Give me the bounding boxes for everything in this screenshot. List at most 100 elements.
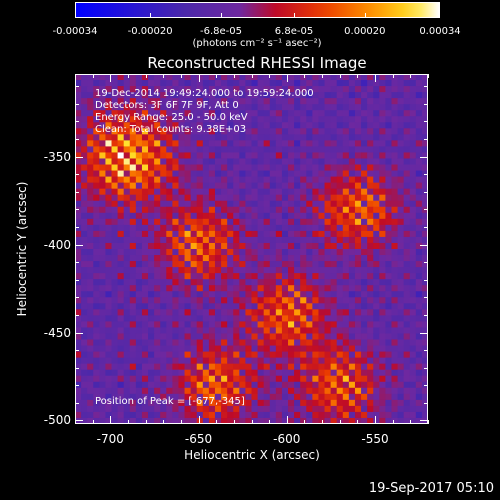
heatmap-pixel xyxy=(105,363,113,371)
heatmap-pixel xyxy=(81,351,88,359)
heatmap-pixel xyxy=(342,98,350,105)
heatmap-pixel xyxy=(196,339,204,347)
heatmap-pixel xyxy=(141,188,149,196)
heatmap-pixel xyxy=(409,321,417,328)
heatmap-pixel xyxy=(154,146,161,153)
tick-mark xyxy=(410,74,412,78)
heatmap-pixel xyxy=(324,188,332,196)
heatmap-pixel xyxy=(117,387,125,395)
heatmap-pixel xyxy=(214,146,222,153)
heatmap-pixel xyxy=(288,188,295,196)
heatmap-pixel xyxy=(342,387,350,395)
heatmap-pixel xyxy=(221,104,228,111)
heatmap-pixel xyxy=(251,146,259,153)
colorbar-tick xyxy=(150,13,152,18)
heatmap-pixel xyxy=(342,375,350,383)
heatmap-pixel xyxy=(214,279,222,286)
heatmap-pixel xyxy=(269,363,277,371)
heatmap-pixel xyxy=(324,92,332,99)
heatmap-pixel xyxy=(251,128,259,135)
heatmap-pixel xyxy=(403,381,411,389)
heatmap-pixel xyxy=(123,345,131,353)
heatmap-pixel xyxy=(330,98,338,105)
heatmap-pixel xyxy=(336,369,344,377)
heatmap-pixel xyxy=(421,255,428,262)
heatmap-pixel xyxy=(312,200,319,208)
heatmap-pixel xyxy=(141,297,149,304)
heatmap-pixel xyxy=(312,291,319,298)
heatmap-pixel xyxy=(263,170,271,178)
heatmap-pixel xyxy=(361,194,368,202)
heatmap-pixel xyxy=(214,236,222,244)
tick-mark xyxy=(286,420,288,424)
heatmap-pixel xyxy=(239,285,246,292)
heatmap-pixel xyxy=(403,321,411,328)
heatmap-pixel xyxy=(202,291,210,298)
heatmap-pixel xyxy=(129,273,137,280)
heatmap-pixel xyxy=(306,170,313,178)
heatmap-pixel xyxy=(361,110,368,117)
heatmap-pixel xyxy=(184,134,192,141)
heatmap-pixel xyxy=(312,357,319,365)
heatmap-pixel xyxy=(257,285,265,292)
heatmap-pixel xyxy=(196,200,204,208)
heatmap-pixel xyxy=(306,255,313,262)
tick-mark xyxy=(251,74,253,78)
heatmap-pixel xyxy=(397,267,405,274)
heatmap-pixel xyxy=(75,194,82,202)
heatmap-pixel xyxy=(93,273,100,280)
heatmap-pixel xyxy=(87,315,94,322)
heatmap-pixel xyxy=(184,315,192,322)
heatmap-pixel xyxy=(93,98,100,105)
heatmap-pixel xyxy=(342,236,350,244)
heatmap-pixel xyxy=(281,128,289,135)
heatmap-pixel xyxy=(336,98,344,105)
heatmap-pixel xyxy=(318,303,326,310)
heatmap-pixel xyxy=(373,357,380,365)
heatmap-pixel xyxy=(239,134,246,141)
heatmap-pixel xyxy=(397,104,405,111)
heatmap-pixel xyxy=(367,285,374,292)
heatmap-pixel xyxy=(415,170,423,178)
heatmap-pixel xyxy=(148,333,155,341)
heatmap-pixel xyxy=(184,399,192,407)
heatmap-pixel xyxy=(403,399,411,407)
heatmap-pixel xyxy=(111,255,119,262)
heatmap-pixel xyxy=(160,194,167,202)
heatmap-pixel xyxy=(81,194,88,202)
heatmap-pixel xyxy=(221,315,228,322)
heatmap-pixel xyxy=(245,321,252,328)
heatmap-pixel xyxy=(409,152,417,159)
heatmap-pixel xyxy=(166,230,173,238)
heatmap-pixel xyxy=(148,255,155,262)
heatmap-pixel xyxy=(263,74,271,81)
heatmap-pixel xyxy=(312,417,319,424)
tick-mark xyxy=(75,103,79,105)
heatmap-pixel xyxy=(397,116,405,123)
heatmap-pixel xyxy=(361,86,368,93)
heatmap-pixel xyxy=(239,128,246,135)
heatmap-pixel xyxy=(81,345,88,353)
heatmap-pixel xyxy=(403,417,411,424)
heatmap-pixel xyxy=(111,273,119,280)
heatmap-pixel xyxy=(221,86,228,93)
heatmap-pixel xyxy=(196,212,204,220)
heatmap-pixel xyxy=(208,375,216,383)
heatmap-pixel xyxy=(111,104,119,111)
heatmap-pixel xyxy=(379,134,386,141)
heatmap-pixel xyxy=(409,140,417,147)
heatmap-pixel xyxy=(379,104,386,111)
heatmap-pixel xyxy=(227,242,234,250)
heatmap-pixel xyxy=(190,140,198,147)
heatmap-pixel xyxy=(354,327,362,334)
heatmap-pixel xyxy=(141,224,149,232)
heatmap-pixel xyxy=(421,146,428,153)
tick-mark xyxy=(424,227,428,228)
heatmap-pixel xyxy=(257,381,265,389)
heatmap-pixel xyxy=(160,206,167,214)
heatmap-pixel xyxy=(318,345,326,353)
heatmap-pixel xyxy=(202,92,210,99)
heatmap-pixel xyxy=(87,140,94,147)
heatmap-pixel xyxy=(336,86,344,93)
heatmap-pixel xyxy=(251,74,259,81)
